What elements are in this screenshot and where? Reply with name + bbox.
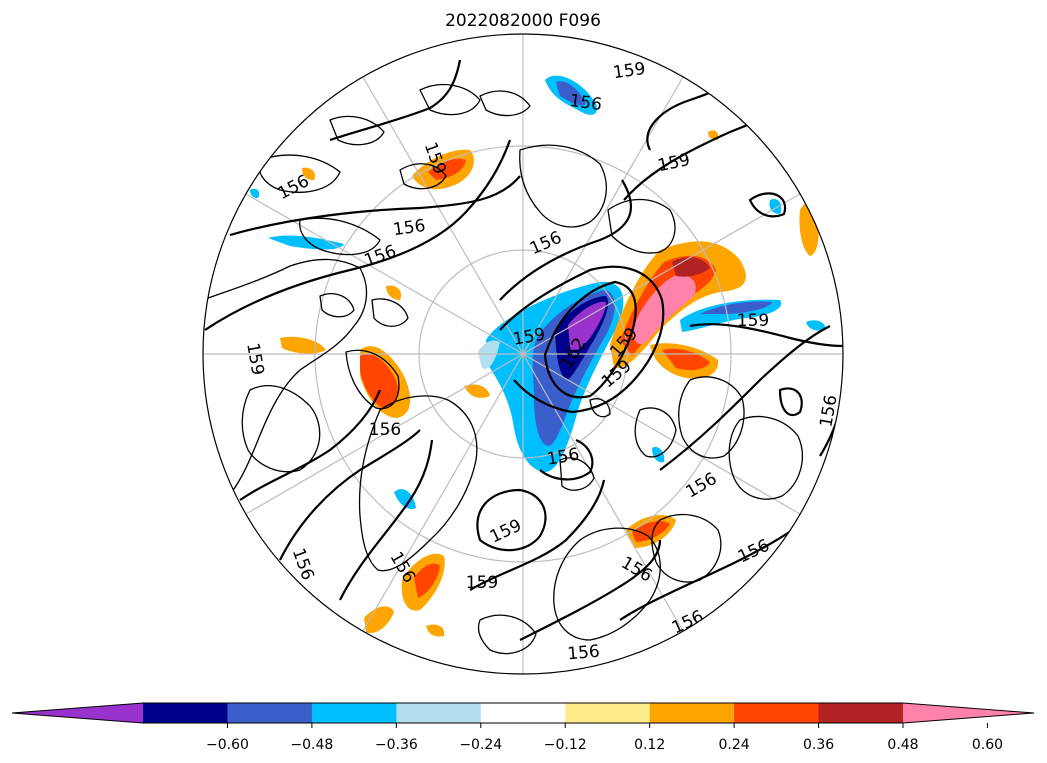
- contour-label: 156: [568, 91, 603, 115]
- colorbar-tick-label: 0.12: [634, 737, 665, 753]
- positive-anomaly-shading: [280, 130, 819, 637]
- contour-label: 156: [567, 642, 601, 665]
- map-title: 2022082000 F096: [445, 11, 601, 31]
- colorbar-segment: [565, 703, 651, 723]
- colorbar-tick-label: −0.24: [459, 737, 502, 753]
- colorbar-tick-label: −0.36: [375, 737, 418, 753]
- contour-label: 156: [392, 216, 427, 240]
- colorbar-segment: [818, 703, 904, 723]
- polar-map: 156 159 156 156 156 159 162 159 159 159 …: [202, 33, 844, 675]
- colorbar: −0.60 −0.48 −0.36 −0.24 −0.12 0.12 0.24 0.36 0.4…: [11, 702, 1035, 753]
- colorbar-outline: [11, 702, 1035, 724]
- coastlines: [203, 83, 803, 655]
- contour-label: 159: [737, 311, 769, 331]
- colorbar-extend-max: [903, 703, 1034, 723]
- contour-label: 156: [369, 420, 401, 440]
- colorbar-extend-min: [12, 703, 143, 723]
- colorbar-tick-label: −0.12: [544, 737, 587, 753]
- colorbar-tick-label: 0.60: [972, 737, 1003, 753]
- contour-label: 159: [612, 59, 647, 83]
- colorbar-tick-label: 0.48: [887, 737, 918, 753]
- colorbar-segment: [480, 703, 566, 723]
- colorbar-tick-label: −0.60: [206, 737, 249, 753]
- colorbar-segment: [311, 703, 397, 723]
- colorbar-tick-label: −0.48: [290, 737, 333, 753]
- colorbar-segment: [143, 703, 228, 723]
- colorbar-segment: [396, 703, 482, 723]
- contour-label: 159: [466, 573, 498, 593]
- colorbar-segment: [734, 703, 820, 723]
- colorbar-segment: [649, 703, 735, 723]
- colorbar-tick-label: 0.24: [719, 737, 750, 753]
- colorbar-segment: [227, 703, 313, 723]
- colorbar-tick-label: 0.36: [803, 737, 834, 753]
